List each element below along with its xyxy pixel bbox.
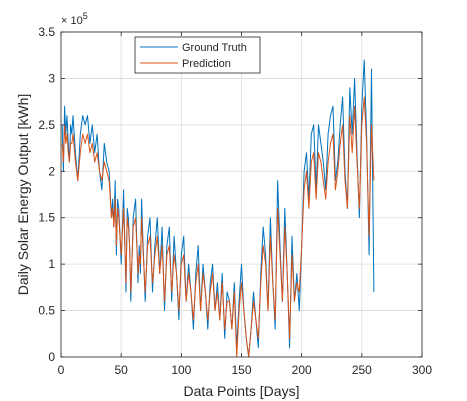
x-tick-label: 300 xyxy=(412,363,432,377)
x-tick-label: 0 xyxy=(58,363,65,377)
ticks: 0 50 100 150 200 250 300 0 0.5 1 1.5 2 2.5 3 3.5 xyxy=(38,25,432,377)
x-tick-label: 150 xyxy=(231,363,251,377)
y-tick-label: 3.5 xyxy=(38,25,55,39)
legend-label-prediction: Prediction xyxy=(182,58,231,70)
y-tick-label: 3 xyxy=(48,71,55,85)
series-line-prediction xyxy=(61,96,375,357)
x-tick-label: 50 xyxy=(114,363,128,377)
y-tick-label: 2 xyxy=(48,164,55,178)
legend-label-ground-truth: Ground Truth xyxy=(182,42,247,54)
x-tick-label: 250 xyxy=(352,363,372,377)
series-line-ground-truth xyxy=(61,59,375,357)
x-axis-label: Data Points [Days] xyxy=(184,383,300,399)
y-tick-label: 0 xyxy=(48,350,55,364)
y-tick-label: 0.5 xyxy=(38,304,55,318)
legend-box xyxy=(134,36,261,74)
y-tick-label: 1.5 xyxy=(38,211,55,225)
legend: Ground Truth Prediction xyxy=(134,36,261,74)
x-tick-label: 100 xyxy=(171,363,191,377)
y-exponent: × 105 xyxy=(61,11,88,27)
y-tick-label: 1 xyxy=(48,257,55,271)
series-layer xyxy=(61,59,375,357)
y-exponent-power: 5 xyxy=(83,11,88,21)
y-axis-label: Daily Solar Energy Output [kWh] xyxy=(15,94,31,296)
x-tick-label: 200 xyxy=(292,363,312,377)
y-tick-label: 2.5 xyxy=(38,118,55,132)
